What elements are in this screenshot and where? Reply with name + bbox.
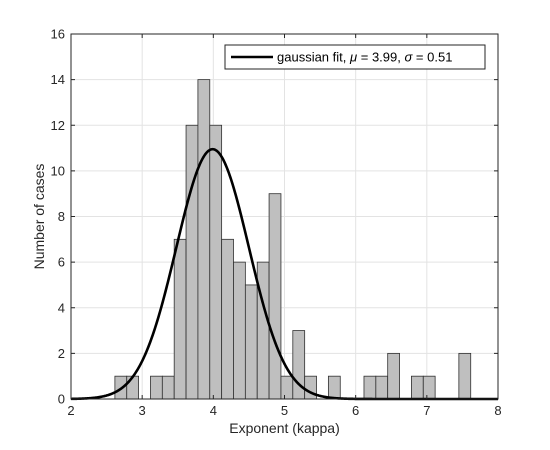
legend-label: gaussian fit, μ = 3.99, σ = 0.51 <box>277 50 452 65</box>
y-tick-label: 6 <box>58 255 65 270</box>
x-tick-label: 2 <box>67 403 74 418</box>
y-tick-label: 12 <box>51 118 65 133</box>
x-tick-label: 3 <box>139 403 146 418</box>
y-tick-label: 2 <box>58 346 65 361</box>
x-axis-label: Exponent (kappa) <box>229 420 340 436</box>
legend: gaussian fit, μ = 3.99, σ = 0.51 <box>224 44 486 70</box>
histogram-bar <box>375 375 389 400</box>
histogram-bar <box>256 261 270 400</box>
histogram-bar <box>233 261 246 400</box>
legend-prefix: gaussian fit, <box>277 50 350 65</box>
histogram-bar <box>150 375 163 400</box>
x-tick-label: 5 <box>281 403 288 418</box>
y-tick-label: 4 <box>58 300 65 315</box>
histogram-bar <box>422 375 436 400</box>
histogram-bar <box>244 284 258 400</box>
legend-sigma-value: = 0.51 <box>412 50 452 65</box>
histogram-bar <box>363 375 377 400</box>
histogram-bar <box>173 238 187 400</box>
y-tick-label: 16 <box>51 27 65 42</box>
histogram-bar <box>268 193 282 400</box>
histogram-bar <box>411 375 424 400</box>
y-tick-label: 10 <box>51 163 65 178</box>
histogram-bar <box>458 352 472 400</box>
histogram-bar <box>161 375 175 400</box>
x-tick-label: 6 <box>352 403 359 418</box>
x-tick-labels: 2 3 4 5 6 7 8 <box>67 403 501 418</box>
y-tick-label: 8 <box>58 209 65 224</box>
y-tick-label: 14 <box>51 72 65 87</box>
histogram-bar <box>280 375 294 400</box>
histogram-bars <box>114 79 472 400</box>
axis-ticks <box>70 33 499 400</box>
legend-mu-symbol: μ <box>349 50 357 65</box>
y-axis-label: Number of cases <box>31 164 47 270</box>
x-tick-label: 8 <box>494 403 501 418</box>
histogram-bar <box>126 375 140 400</box>
histogram-bar <box>221 238 234 400</box>
x-tick-label: 7 <box>423 403 430 418</box>
legend-mu-value: = 3.99, <box>357 50 404 65</box>
histogram-bar <box>387 352 400 400</box>
y-tick-label: 0 <box>58 392 65 407</box>
histogram-bar <box>197 79 211 400</box>
histogram-bar <box>209 124 223 400</box>
histogram-bar <box>327 375 341 400</box>
x-tick-label: 4 <box>210 403 217 418</box>
legend-sigma-symbol: σ <box>404 50 413 65</box>
histogram-bar <box>185 124 199 400</box>
y-tick-labels: 0 2 4 6 8 10 12 14 16 <box>51 27 65 407</box>
